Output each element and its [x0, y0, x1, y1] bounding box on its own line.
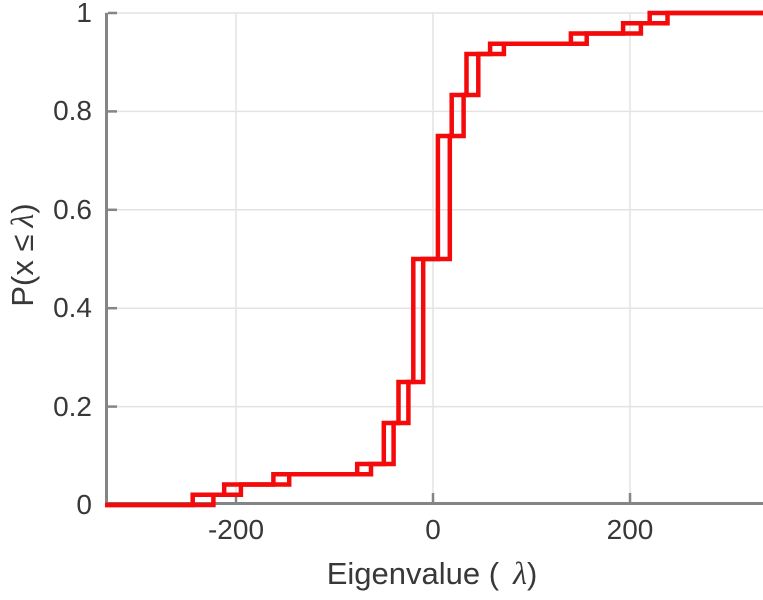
y-tick-label: 0.4 [53, 292, 92, 324]
cdf-plot-canvas [105, 10, 763, 508]
x-tick-label: 200 [606, 514, 654, 545]
x-tick-label: -200 [207, 514, 265, 545]
y-tick-label: 0.6 [53, 193, 92, 225]
x-axis-label: Eigenvalue ( λ) [327, 557, 538, 589]
cdf-curve-eigenvalue-ecdf-2 [105, 10, 763, 508]
x-tick-label: 0 [425, 514, 441, 545]
y-tick-label: 0.2 [53, 390, 92, 422]
y-tick-label: 0 [76, 489, 92, 520]
x-axis-label-text: Eigenvalue ( [326, 556, 500, 591]
lambda-symbol: λ [513, 555, 527, 591]
x-axis-label-suffix: ) [526, 556, 538, 591]
y-tick-label: 1 [76, 0, 92, 28]
plot-area [105, 10, 763, 508]
y-tick-label: 0.8 [53, 95, 92, 127]
